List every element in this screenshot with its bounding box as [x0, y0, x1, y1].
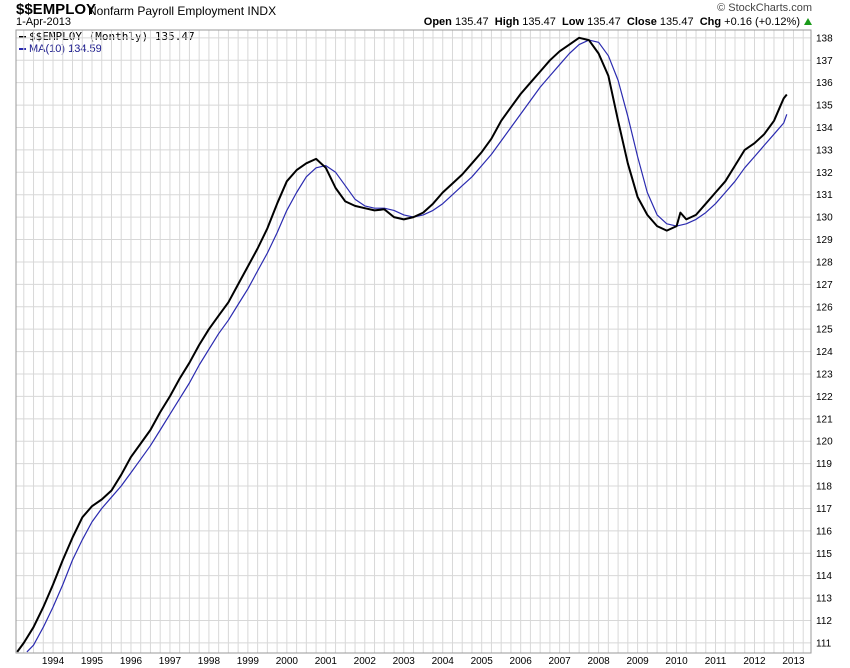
up-arrow-icon [804, 18, 812, 25]
y-tick-label: 135 [816, 101, 833, 112]
legend-swatch-price [19, 36, 26, 38]
y-tick-label: 137 [816, 56, 833, 67]
quote-date: 1-Apr-2013 [16, 16, 72, 28]
chg-label: Chg [699, 16, 722, 28]
y-tick-label: 125 [816, 325, 833, 336]
legend-swatch-ma [19, 48, 26, 50]
y-tick-label: 122 [816, 392, 833, 403]
chart-header: $$EMPLOY Nonfarm Payroll Employment INDX… [0, 0, 850, 30]
y-tick-label: 126 [816, 302, 833, 313]
y-tick-label: 128 [816, 257, 833, 268]
close-label: Close [626, 16, 657, 28]
y-tick-label: 132 [816, 168, 833, 179]
y-tick-label: 136 [816, 78, 833, 89]
y-tick-label: 118 [816, 482, 832, 493]
x-tick-label: 2000 [276, 656, 299, 667]
symbol-description: Nonfarm Payroll Employment INDX [88, 4, 276, 18]
y-tick-label: 115 [816, 549, 832, 560]
x-tick-label: 2012 [743, 656, 766, 667]
y-tick-label: 129 [816, 235, 833, 246]
y-tick-label: 111 [816, 638, 832, 649]
x-tick-label: 1994 [42, 656, 65, 667]
symbol-title: $$EMPLOY [16, 1, 97, 18]
high-label: High [494, 16, 520, 28]
legend-label-ma: MA(10) 134.59 [29, 43, 102, 55]
stockcharts-watermark: © StockCharts.com [717, 2, 812, 14]
y-tick-label: 120 [816, 437, 833, 448]
chart-series [16, 36, 788, 653]
x-tick-label: 2007 [549, 656, 572, 667]
y-tick-label: 138 [816, 33, 833, 44]
x-tick-label: 2001 [315, 656, 338, 667]
x-tick-label: 1998 [198, 656, 221, 667]
y-tick-label: 117 [816, 504, 832, 515]
open-value: 135.47 [454, 16, 489, 28]
x-tick-label: 1996 [120, 656, 143, 667]
x-tick-label: 2005 [471, 656, 494, 667]
y-tick-label: 133 [816, 145, 833, 156]
y-tick-label: 134 [816, 123, 833, 134]
y-tick-label: 116 [816, 526, 832, 537]
high-value: 135.47 [522, 16, 556, 28]
x-tick-label: 2010 [665, 656, 688, 667]
y-tick-label: 119 [816, 459, 832, 470]
x-tick-label: 2006 [510, 656, 533, 667]
x-tick-label: 1999 [237, 656, 260, 667]
chg-value: +0.16 (+0.12%) [724, 16, 800, 28]
x-tick-label: 2003 [393, 656, 416, 667]
low-label: Low [562, 16, 585, 28]
x-tick-label: 1997 [159, 656, 182, 667]
y-tick-label: 131 [816, 190, 833, 201]
exchange-text: INDX [247, 4, 277, 18]
series-line-ma10 [26, 39, 788, 653]
axis-ticks: 111 112 113 114 115 116 117 118 119 120 121 122 123 1… [42, 33, 833, 667]
plot-frame [15, 29, 812, 654]
y-tick-label: 112 [816, 616, 832, 627]
y-tick-label: 113 [816, 594, 832, 605]
y-tick-label: 114 [816, 571, 832, 582]
low-value: 135.47 [587, 16, 621, 28]
x-tick-label: 2002 [354, 656, 377, 667]
x-tick-label: 2013 [782, 656, 805, 667]
chart-grid [16, 30, 811, 653]
x-tick-label: 2004 [432, 656, 455, 667]
y-tick-label: 124 [816, 347, 833, 358]
x-tick-label: 2011 [705, 656, 727, 667]
series-line-employ [16, 36, 788, 653]
description-text: Nonfarm Payroll Employment [88, 4, 245, 18]
y-tick-label: 123 [816, 369, 833, 380]
y-tick-label: 121 [816, 414, 833, 425]
x-tick-label: 1995 [81, 656, 104, 667]
open-label: Open [423, 16, 452, 28]
y-tick-label: 127 [816, 280, 833, 291]
y-tick-label: 130 [816, 213, 833, 224]
close-value: 135.47 [659, 16, 694, 28]
x-tick-label: 2009 [626, 656, 649, 667]
legend-item-ma: MA(10) 134.59 [19, 43, 195, 55]
x-tick-label: 2008 [587, 656, 610, 667]
quote-bar: Open 135.47 High 135.47 Low 135.47 Close… [424, 16, 812, 28]
